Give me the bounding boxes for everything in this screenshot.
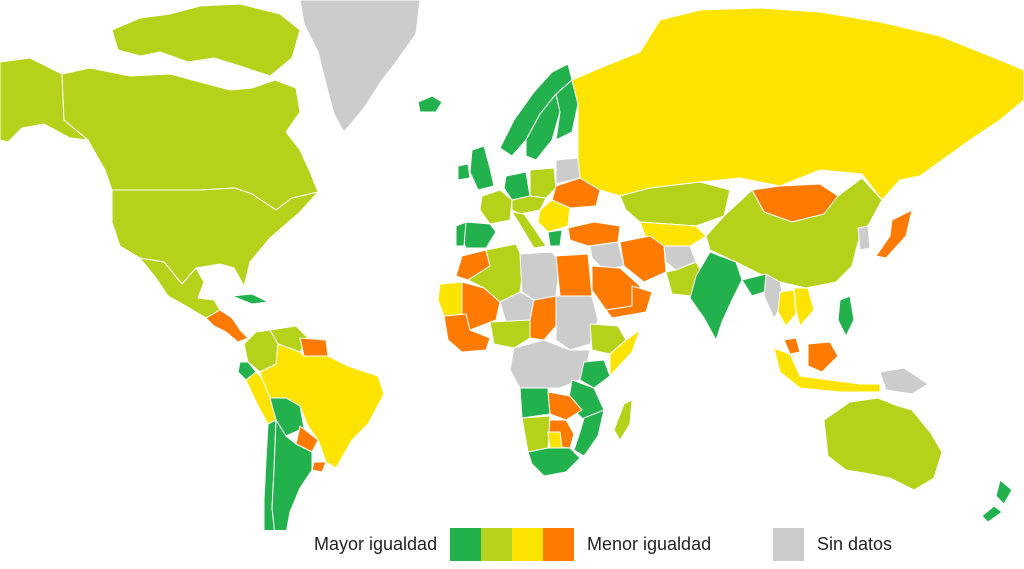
region-portugal [455,221,467,247]
region-libya [519,251,561,301]
legend-swatch-nodata [773,528,804,561]
region-sweden [525,93,561,161]
region-canada [61,67,319,211]
region-italy [511,211,547,249]
region-namibia [521,415,551,453]
region-yemen-oman [605,285,653,319]
region-zambia [547,391,583,421]
region-uruguay [311,461,327,473]
region-botswana [547,431,563,451]
legend-nodata-label: Sin datos [817,534,893,554]
region-argentina [271,419,313,530]
region-chad [529,295,557,341]
region-borneo [807,341,839,373]
region-mozambique [573,409,605,457]
region-australia [823,397,943,491]
region-ireland [457,163,471,181]
region-south-africa [527,447,581,477]
region-france [479,189,513,225]
region-kazakhstan [619,181,731,227]
region-korea [857,225,871,251]
region-thailand [777,289,797,327]
region-malaysia [783,337,801,355]
legend-high-label: Menor igualdad [587,534,712,554]
region-indochina [793,287,815,327]
region-papua [879,367,929,395]
region-kenya [579,359,611,389]
region-alaska [0,57,89,143]
region-united-states [111,187,319,287]
region-united-kingdom [469,145,495,191]
legend: Mayor igualdad Menor igualdad Sin datos [0,528,1024,564]
region-greece [547,229,563,247]
legend-low-label: Mayor igualdad [314,534,438,554]
region-nigeria [489,319,531,349]
region-guianas [299,337,329,357]
region-madagascar [613,399,633,441]
region-west-africa [443,313,491,353]
legend-swatch-4 [543,528,574,561]
region-central-america [205,309,249,343]
region-poland [529,167,557,199]
legend-swatch-1 [450,528,481,561]
region-cuba [231,293,269,305]
world-map [0,0,1024,530]
region-sudan [555,295,599,351]
region-angola [519,387,551,419]
legend-swatch-3 [512,528,543,561]
region-canada-arctic-islands [111,3,301,77]
region-balkans [537,199,571,233]
region-iceland [417,95,443,113]
region-russia [571,7,1024,201]
region-philippines [837,295,855,337]
legend-swatch-2 [481,528,512,561]
region-new-zealand [981,479,1013,523]
region-somalia [609,329,641,377]
region-egypt [555,253,593,297]
region-japan [875,209,913,259]
region-mexico [139,257,221,319]
region-indonesia [773,347,881,393]
region-india [689,251,743,341]
region-germany [503,171,531,201]
region-greenland [299,0,421,133]
